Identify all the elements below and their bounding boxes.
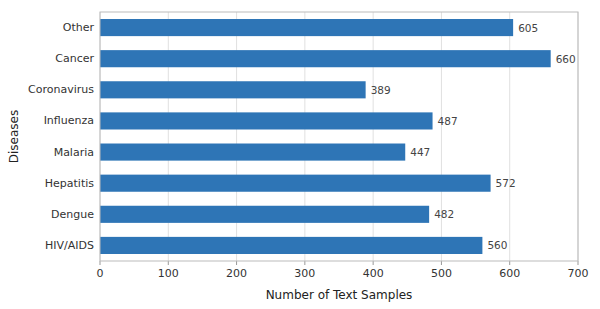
y-tick-label: HIV/AIDS xyxy=(45,239,94,252)
x-tick xyxy=(578,261,579,265)
data-label: 660 xyxy=(556,53,576,65)
bar xyxy=(100,50,551,67)
data-label: 560 xyxy=(487,239,507,251)
grid-line xyxy=(509,12,510,261)
chart: 0 100 200 300 400 500 600 700 560 482 572 447 487 389… xyxy=(0,0,600,309)
y-tick-label: Influenza xyxy=(44,114,94,127)
y-axis-label: Diseases xyxy=(7,110,21,163)
bar xyxy=(100,112,433,129)
grid xyxy=(100,12,578,261)
y-tick-label: Other xyxy=(63,21,95,34)
y-tick-label: Dengue xyxy=(51,208,94,221)
data-label: 447 xyxy=(410,146,430,158)
x-tick xyxy=(100,261,101,265)
x-tick xyxy=(373,261,374,265)
grid-line xyxy=(236,12,237,261)
data-label: 389 xyxy=(371,84,391,96)
data-label: 572 xyxy=(496,177,516,189)
x-tick-label: 500 xyxy=(431,267,452,280)
plot-area xyxy=(100,12,578,261)
x-tick-label: 300 xyxy=(294,267,315,280)
bars xyxy=(100,19,551,254)
y-tick-label: Cancer xyxy=(55,52,94,65)
data-label: 605 xyxy=(518,22,538,34)
x-tick xyxy=(236,261,237,265)
bar xyxy=(100,144,405,161)
data-label: 487 xyxy=(438,115,458,127)
x-tick-label: 700 xyxy=(568,267,589,280)
x-tick-label: 100 xyxy=(158,267,179,280)
plot-frame xyxy=(100,12,578,261)
grid-line xyxy=(373,12,374,261)
bar xyxy=(100,81,366,98)
y-tick-label: Hepatitis xyxy=(45,177,95,190)
x-tick-label: 0 xyxy=(97,267,104,280)
y-tick-label: Malaria xyxy=(54,146,94,159)
grid-line xyxy=(441,12,442,261)
x-tick xyxy=(168,261,169,265)
bar xyxy=(100,206,429,223)
x-tick xyxy=(509,261,510,265)
bar xyxy=(100,237,482,254)
y-tick-label: Coronavirus xyxy=(28,83,94,96)
grid-line xyxy=(168,12,169,261)
x-tick xyxy=(441,261,442,265)
data-label: 482 xyxy=(434,208,454,220)
grid-line xyxy=(304,12,305,261)
bar xyxy=(100,175,491,192)
x-axis-label: Number of Text Samples xyxy=(266,288,413,302)
x-tick-label: 200 xyxy=(226,267,247,280)
bar xyxy=(100,19,513,36)
x-tick-label: 600 xyxy=(499,267,520,280)
x-tick-label: 400 xyxy=(363,267,384,280)
x-tick xyxy=(304,261,305,265)
